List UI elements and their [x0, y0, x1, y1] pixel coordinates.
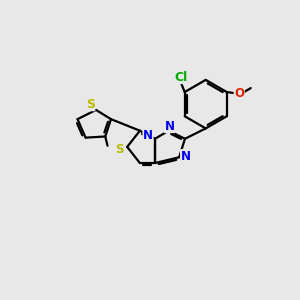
- Text: N: N: [164, 120, 175, 133]
- Text: N: N: [143, 129, 153, 142]
- Text: S: S: [86, 98, 95, 111]
- Text: N: N: [181, 150, 190, 163]
- Text: O: O: [234, 87, 244, 100]
- Text: S: S: [116, 143, 124, 156]
- Text: Cl: Cl: [175, 70, 188, 83]
